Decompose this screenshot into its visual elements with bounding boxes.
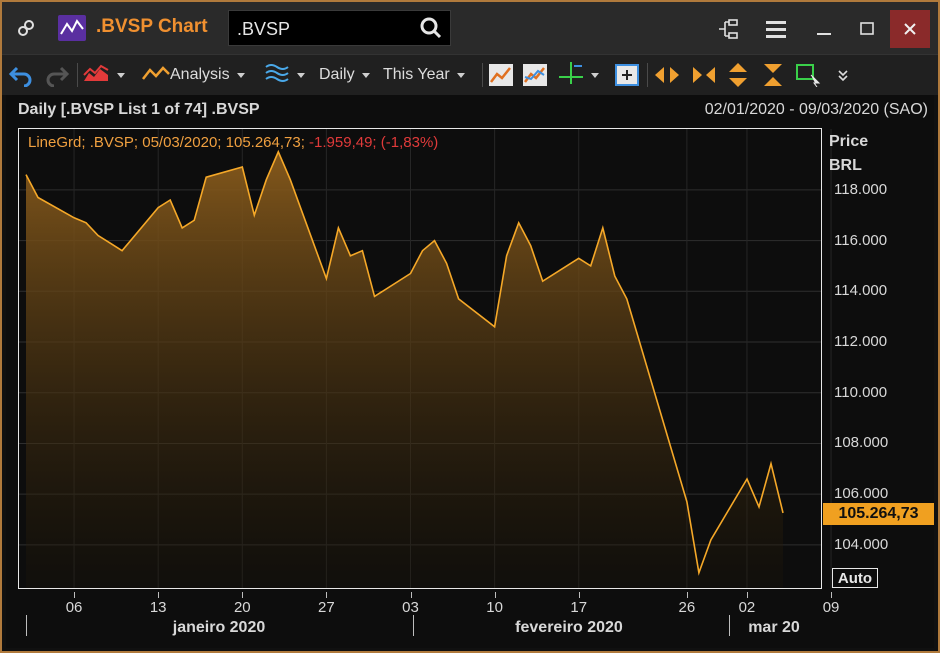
tree-icon[interactable] [708,10,748,48]
x-tick-label: 13 [149,599,167,616]
x-tick-mark [686,592,688,598]
scroll-vertical-icon[interactable] [726,61,750,89]
app-title: .BVSP Chart [96,16,208,37]
maximize-icon[interactable] [847,10,887,48]
search-input[interactable] [235,15,409,43]
select-region-icon[interactable] [795,61,821,89]
scroll-horizontal-icon[interactable] [653,61,681,89]
x-tick-label: 06 [65,599,83,616]
month-label: mar 20 [748,619,800,636]
series-legend: LineGrd; .BVSP; 05/03/2020; 105.264,73; … [28,134,438,151]
menu-icon[interactable] [756,10,796,48]
undo-icon[interactable] [8,61,34,89]
x-tick-mark [578,592,580,598]
x-tick-label: 17 [570,599,588,616]
analysis-label: Analysis [170,66,230,83]
area-chart-icon [82,63,110,88]
legend-change: -1.959,49; (-1,83%) [309,134,439,151]
redo-icon[interactable] [44,61,70,89]
studies-button[interactable] [264,61,305,89]
x-tick-mark [158,592,160,598]
last-price-badge: 105.264,73 [823,503,934,525]
price-chart[interactable] [6,95,934,648]
y-tick-label: 108.000 [834,434,889,452]
y-tick-label: 116.000 [834,231,888,249]
auto-scale-button[interactable]: Auto [832,568,878,588]
y-tick-label: 114.000 [834,282,888,300]
chart-area: Daily [.BVSP List 1 of 74] .BVSP 02/01/2… [6,95,934,648]
y-axis-unit: Price BRL [829,130,868,178]
x-tick-mark [410,592,412,598]
x-tick-label: 09 [822,599,840,616]
zoom-horizontal-icon[interactable] [690,61,718,89]
waves-icon [264,62,290,89]
chart-type-button[interactable] [82,61,125,89]
zoom-vertical-icon[interactable] [761,61,785,89]
link-icon[interactable] [12,14,40,42]
overlay-chart-icon[interactable] [488,61,514,89]
price-area [26,151,783,589]
analysis-button[interactable]: Analysis [142,61,245,89]
month-divider [26,615,27,636]
month-label: fevereiro 2020 [515,619,623,636]
period-dropdown[interactable]: This Year [383,61,465,89]
toolbar: Analysis Daily This Year [2,54,938,95]
y-tick-label: 104.000 [834,535,889,553]
y-tick-label: 110.000 [834,383,888,401]
x-tick-label: 03 [402,599,419,616]
x-tick-mark [746,592,748,598]
x-tick-label: 10 [486,599,503,616]
x-tick-mark [326,592,328,598]
x-tick-mark [494,592,496,598]
y-unit-line1: Price [829,133,869,150]
chart-header: Daily [.BVSP List 1 of 74] .BVSP [18,101,260,118]
interval-label: Daily [319,66,355,83]
x-tick-label: 02 [738,599,756,616]
x-tick-mark [242,592,244,598]
more-tools-icon[interactable] [836,61,850,89]
period-label: This Year [383,66,450,83]
line-chart-icon [58,15,86,41]
compare-chart-icon[interactable] [522,61,548,89]
y-tick-label: 118.000 [834,180,888,198]
x-tick-label: 26 [678,599,696,616]
month-divider [729,615,730,636]
title-bar: .BVSP Chart [2,2,938,54]
crosshair-button[interactable] [558,61,599,89]
legend-main: LineGrd; .BVSP; 05/03/2020; 105.264,73; [28,134,305,151]
interval-dropdown[interactable]: Daily [319,61,370,89]
crosshair-icon [558,61,584,90]
minimize-icon[interactable] [804,10,844,48]
y-tick-label: 112.000 [834,333,888,351]
search-icon[interactable] [418,15,444,41]
search-box[interactable] [228,10,451,46]
analysis-icon [142,65,170,86]
x-tick-label: 27 [318,599,335,616]
x-tick-mark [74,592,76,598]
zoom-box-icon[interactable] [614,61,640,89]
y-unit-line2: BRL [829,157,862,174]
date-range: 02/01/2020 - 09/03/2020 (SAO) [704,101,928,118]
month-divider [413,615,414,636]
x-tick-label: 20 [233,599,251,616]
y-tick-label: 106.000 [834,485,889,503]
month-label: janeiro 2020 [172,619,266,636]
plot-frame [18,128,822,589]
x-tick-mark [831,592,833,598]
price-line [25,149,784,576]
close-icon[interactable] [890,10,930,48]
